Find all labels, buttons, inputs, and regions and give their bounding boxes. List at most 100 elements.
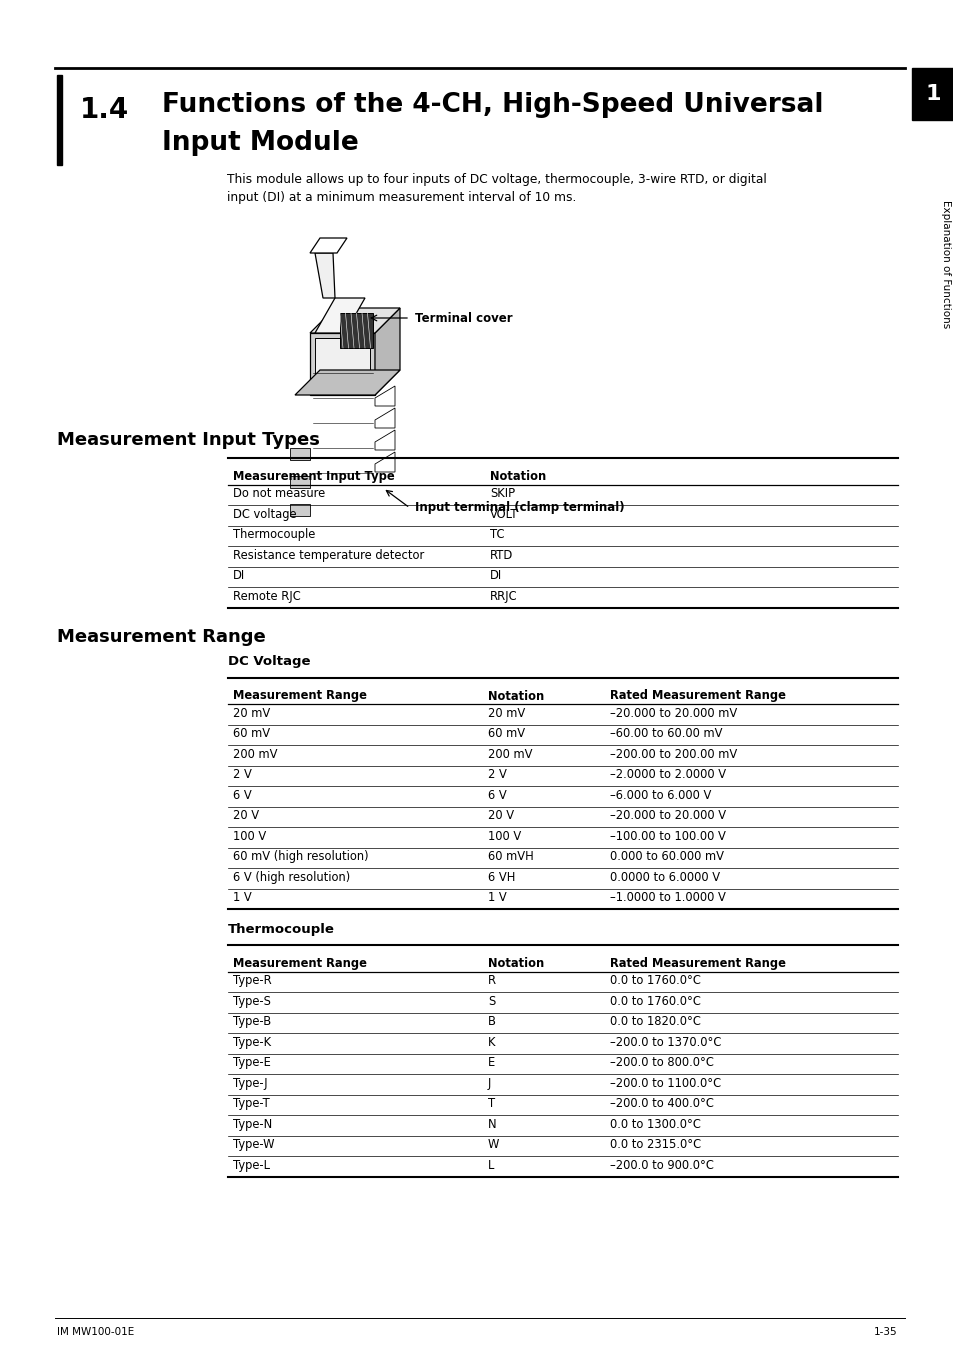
Polygon shape [375, 431, 395, 450]
Text: Type-W: Type-W [233, 1138, 274, 1152]
Polygon shape [339, 313, 373, 348]
Text: L: L [488, 1158, 494, 1172]
Text: 1.4: 1.4 [80, 96, 129, 124]
Text: SKIP: SKIP [490, 487, 515, 501]
Text: 2 V: 2 V [233, 768, 252, 782]
Text: Measurement Input Type: Measurement Input Type [233, 470, 395, 483]
Text: Rated Measurement Range: Rated Measurement Range [609, 957, 785, 971]
Text: Functions of the 4-CH, High-Speed Universal: Functions of the 4-CH, High-Speed Univer… [162, 92, 822, 117]
Text: 60 mV: 60 mV [488, 728, 524, 740]
Text: IM MW100-01E: IM MW100-01E [57, 1327, 134, 1336]
Polygon shape [294, 370, 399, 396]
Text: Type-S: Type-S [233, 995, 271, 1007]
Text: 100 V: 100 V [488, 830, 520, 842]
Text: 6 V: 6 V [233, 788, 252, 802]
Text: –100.00 to 100.00 V: –100.00 to 100.00 V [609, 830, 725, 842]
Text: 20 mV: 20 mV [488, 707, 525, 720]
Text: 6 VH: 6 VH [488, 871, 515, 884]
Text: TC: TC [490, 528, 504, 541]
Text: –200.00 to 200.00 mV: –200.00 to 200.00 mV [609, 748, 737, 761]
Text: DI: DI [233, 570, 245, 582]
Text: Remote RJC: Remote RJC [233, 590, 300, 602]
Text: –200.0 to 1370.0°C: –200.0 to 1370.0°C [609, 1035, 720, 1049]
Text: Notation: Notation [488, 957, 543, 971]
Bar [290, 477, 310, 487]
Text: 0.0000 to 6.0000 V: 0.0000 to 6.0000 V [609, 871, 720, 884]
Text: VOLT: VOLT [490, 508, 518, 521]
Text: 1: 1 [924, 84, 940, 104]
Text: N: N [488, 1118, 497, 1131]
Polygon shape [310, 308, 399, 333]
Text: E: E [488, 1056, 495, 1069]
Text: 6 V: 6 V [488, 788, 506, 802]
Bar [290, 504, 310, 516]
Text: This module allows up to four inputs of DC voltage, thermocouple, 3-wire RTD, or: This module allows up to four inputs of … [227, 174, 766, 186]
Text: 20 V: 20 V [488, 809, 514, 822]
Text: R: R [488, 975, 496, 987]
Text: 0.000 to 60.000 mV: 0.000 to 60.000 mV [609, 850, 723, 863]
Polygon shape [310, 333, 375, 396]
Text: –1.0000 to 1.0000 V: –1.0000 to 1.0000 V [609, 891, 725, 904]
Text: DC Voltage: DC Voltage [228, 655, 310, 668]
Text: –200.0 to 400.0°C: –200.0 to 400.0°C [609, 1098, 713, 1110]
Text: –20.000 to 20.000 mV: –20.000 to 20.000 mV [609, 707, 737, 720]
Text: 60 mVH: 60 mVH [488, 850, 533, 863]
Text: Explanation of Functions: Explanation of Functions [940, 200, 950, 328]
Polygon shape [375, 308, 399, 396]
Text: Measurement Input Types: Measurement Input Types [57, 431, 319, 450]
Text: RTD: RTD [490, 548, 513, 562]
Text: Type-K: Type-K [233, 1035, 271, 1049]
Text: K: K [488, 1035, 495, 1049]
Text: Rated Measurement Range: Rated Measurement Range [609, 690, 785, 702]
Text: –2.0000 to 2.0000 V: –2.0000 to 2.0000 V [609, 768, 725, 782]
Text: Notation: Notation [490, 470, 546, 483]
Polygon shape [375, 408, 395, 428]
Text: RRJC: RRJC [490, 590, 517, 602]
Text: Measurement Range: Measurement Range [57, 629, 266, 647]
Polygon shape [375, 386, 395, 406]
Text: –60.00 to 60.00 mV: –60.00 to 60.00 mV [609, 728, 721, 740]
Text: Type-B: Type-B [233, 1015, 271, 1029]
Text: –20.000 to 20.000 V: –20.000 to 20.000 V [609, 809, 725, 822]
Text: J: J [488, 1077, 491, 1089]
Text: B: B [488, 1015, 496, 1029]
Polygon shape [314, 252, 335, 298]
Text: 1-35: 1-35 [872, 1327, 896, 1336]
Text: Thermocouple: Thermocouple [228, 922, 335, 936]
Bar [290, 448, 310, 460]
Text: 0.0 to 1760.0°C: 0.0 to 1760.0°C [609, 975, 700, 987]
Text: 0.0 to 1300.0°C: 0.0 to 1300.0°C [609, 1118, 700, 1131]
Text: Type-T: Type-T [233, 1098, 270, 1110]
Polygon shape [310, 238, 347, 252]
Text: 2 V: 2 V [488, 768, 506, 782]
Polygon shape [314, 338, 370, 385]
Text: input (DI) at a minimum measurement interval of 10 ms.: input (DI) at a minimum measurement inte… [227, 192, 576, 204]
Text: W: W [488, 1138, 498, 1152]
Text: 1 V: 1 V [488, 891, 506, 904]
Bar [911, 68, 953, 120]
Text: Measurement Range: Measurement Range [233, 957, 367, 971]
Text: Notation: Notation [488, 690, 543, 702]
Text: 60 mV: 60 mV [233, 728, 270, 740]
Text: Resistance temperature detector: Resistance temperature detector [233, 548, 424, 562]
Text: T: T [488, 1098, 495, 1110]
Text: 20 V: 20 V [233, 809, 259, 822]
Text: Type-N: Type-N [233, 1118, 272, 1131]
Text: Terminal cover: Terminal cover [415, 312, 512, 324]
Text: 0.0 to 2315.0°C: 0.0 to 2315.0°C [609, 1138, 700, 1152]
Text: 100 V: 100 V [233, 830, 266, 842]
Text: S: S [488, 995, 495, 1007]
Text: –200.0 to 800.0°C: –200.0 to 800.0°C [609, 1056, 713, 1069]
Text: 0.0 to 1820.0°C: 0.0 to 1820.0°C [609, 1015, 700, 1029]
Text: Thermocouple: Thermocouple [233, 528, 315, 541]
Text: Do not measure: Do not measure [233, 487, 325, 501]
Text: Type-L: Type-L [233, 1158, 270, 1172]
Text: 6 V (high resolution): 6 V (high resolution) [233, 871, 350, 884]
Text: 20 mV: 20 mV [233, 707, 270, 720]
Bar [57, 76, 62, 165]
Text: –200.0 to 1100.0°C: –200.0 to 1100.0°C [609, 1077, 720, 1089]
Text: Input Module: Input Module [162, 130, 358, 157]
Text: Measurement Range: Measurement Range [233, 690, 367, 702]
Text: –6.000 to 6.000 V: –6.000 to 6.000 V [609, 788, 711, 802]
Text: 1 V: 1 V [233, 891, 252, 904]
